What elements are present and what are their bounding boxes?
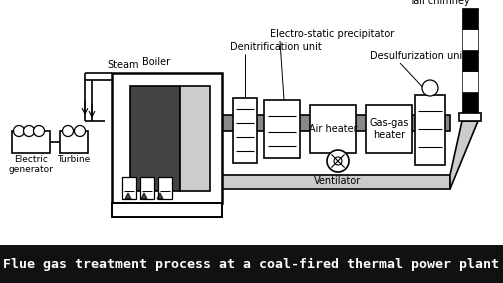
Text: Ventilator: Ventilator [314, 176, 362, 186]
Text: Flue gas treatment process at a coal-fired thermal power plant: Flue gas treatment process at a coal-fir… [4, 258, 499, 271]
Polygon shape [450, 121, 478, 189]
Bar [0, 245, 503, 283]
Bar [462, 50, 478, 71]
Bar [222, 175, 450, 189]
Bar [415, 95, 445, 165]
Bar [233, 98, 257, 163]
Bar [158, 177, 172, 199]
Text: Air heater: Air heater [309, 124, 357, 134]
Bar [112, 73, 222, 203]
Bar [366, 105, 412, 153]
Bar [462, 8, 478, 29]
Bar [459, 113, 481, 121]
Polygon shape [125, 193, 131, 199]
Polygon shape [157, 193, 163, 199]
Text: Boiler: Boiler [142, 57, 170, 67]
Bar [462, 92, 478, 113]
Circle shape [62, 125, 73, 136]
Text: Electric
generator: Electric generator [9, 155, 53, 174]
Circle shape [24, 125, 35, 136]
Circle shape [34, 125, 44, 136]
Text: Steam: Steam [107, 60, 138, 70]
Bar [222, 115, 450, 131]
Circle shape [327, 150, 349, 172]
Bar [180, 86, 210, 191]
Bar [310, 105, 356, 153]
Text: Tall chimney: Tall chimney [409, 0, 470, 6]
Polygon shape [141, 193, 147, 199]
Text: Denitrification unit: Denitrification unit [230, 42, 322, 52]
Bar [112, 203, 222, 217]
Bar [462, 29, 478, 50]
Bar [140, 177, 154, 199]
Bar [462, 71, 478, 92]
Circle shape [334, 157, 342, 165]
Bar [130, 86, 180, 191]
Text: Gas-gas
heater: Gas-gas heater [369, 118, 408, 140]
Circle shape [14, 125, 25, 136]
Text: Electro-static precipitator: Electro-static precipitator [270, 29, 394, 39]
Bar [12, 131, 50, 153]
Circle shape [74, 125, 86, 136]
Bar [122, 177, 136, 199]
Circle shape [422, 80, 438, 96]
Text: Turbine: Turbine [57, 155, 91, 164]
Bar [60, 131, 88, 153]
Bar [264, 100, 300, 158]
Text: Desulfurization unit: Desulfurization unit [370, 51, 466, 61]
